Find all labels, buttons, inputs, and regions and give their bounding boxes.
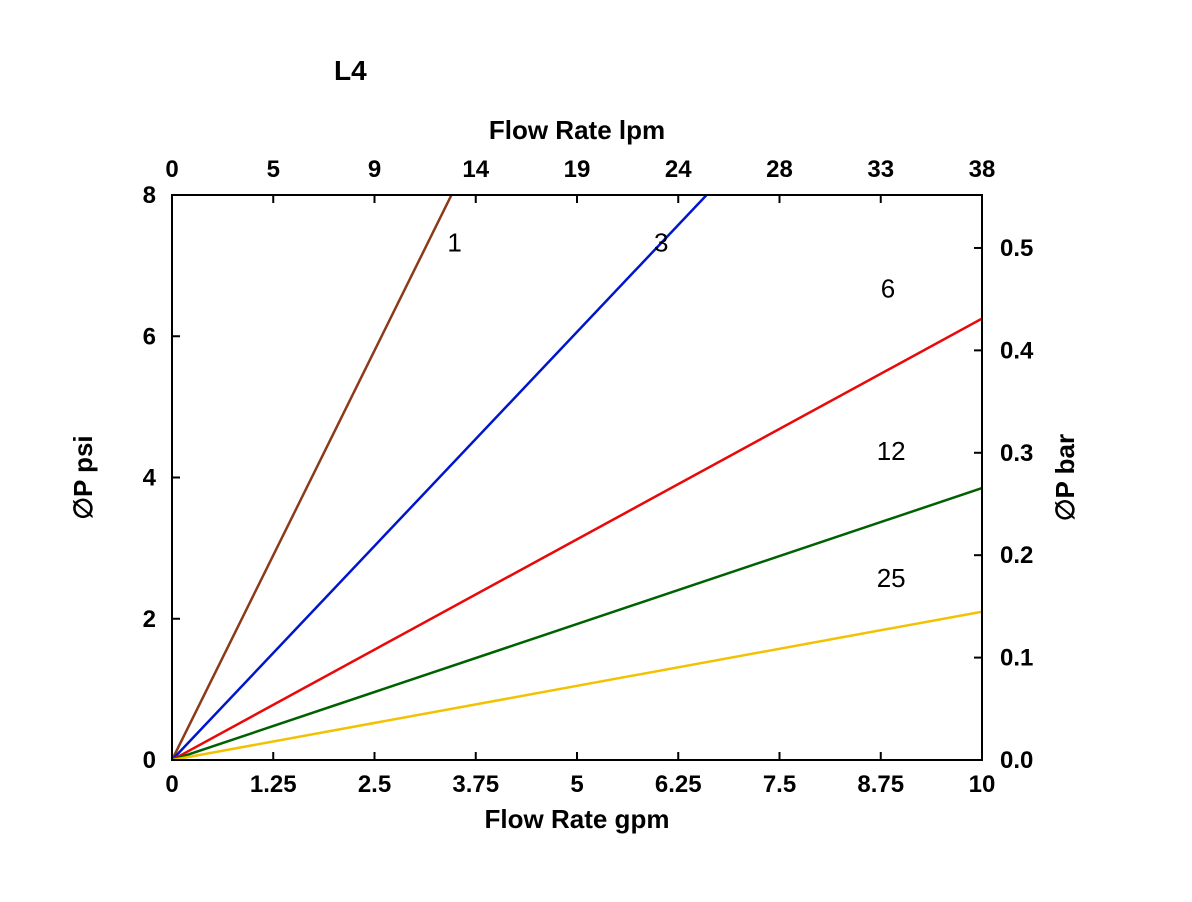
series-label-1: 1: [447, 228, 461, 258]
figure-overlay-label: L4: [334, 55, 367, 86]
ytick-label-left: 0: [143, 747, 156, 774]
series-label-12: 12: [877, 436, 906, 466]
xtick-label-bottom: 2.5: [358, 771, 391, 798]
ytick-label-left: 2: [143, 606, 156, 633]
xtick-label-top: 33: [867, 156, 894, 183]
xtick-label-top: 28: [766, 156, 793, 183]
xtick-label-bottom: 10: [969, 771, 996, 798]
x-axis-label-top: Flow Rate lpm: [489, 115, 665, 145]
xtick-label-bottom: 7.5: [763, 771, 796, 798]
xtick-label-bottom: 6.25: [655, 771, 702, 798]
ytick-label-left: 8: [143, 182, 156, 209]
ytick-label-right: 0.2: [1000, 542, 1033, 569]
y-axis-label-left: ∅P psi: [68, 435, 98, 519]
xtick-label-top: 19: [564, 156, 591, 183]
series-label-6: 6: [881, 273, 895, 303]
x-axis-label-bottom: Flow Rate gpm: [485, 804, 670, 834]
ytick-label-right: 0.4: [1000, 337, 1034, 364]
xtick-label-bottom: 8.75: [857, 771, 904, 798]
xtick-label-top: 24: [665, 156, 692, 183]
chart-stage: 01.252.53.7556.257.58.7510Flow Rate gpm0…: [0, 0, 1192, 902]
xtick-label-top: 38: [969, 156, 996, 183]
ytick-label-left: 4: [143, 465, 157, 492]
xtick-label-top: 14: [462, 156, 489, 183]
xtick-label-top: 9: [368, 156, 381, 183]
y-axis-label-right: ∅P bar: [1050, 434, 1080, 521]
series-label-25: 25: [877, 563, 906, 593]
xtick-label-bottom: 0: [165, 771, 178, 798]
xtick-label-top: 0: [165, 156, 178, 183]
chart-svg: 01.252.53.7556.257.58.7510Flow Rate gpm0…: [0, 0, 1192, 902]
xtick-label-bottom: 1.25: [250, 771, 297, 798]
ytick-label-right: 0.3: [1000, 440, 1033, 467]
ytick-label-right: 0.5: [1000, 235, 1033, 262]
ytick-label-right: 0.1: [1000, 645, 1033, 672]
xtick-label-top: 5: [267, 156, 280, 183]
xtick-label-bottom: 5: [570, 771, 583, 798]
series-label-3: 3: [654, 228, 668, 258]
xtick-label-bottom: 3.75: [452, 771, 499, 798]
ytick-label-right: 0.0: [1000, 747, 1033, 774]
ytick-label-left: 6: [143, 323, 156, 350]
